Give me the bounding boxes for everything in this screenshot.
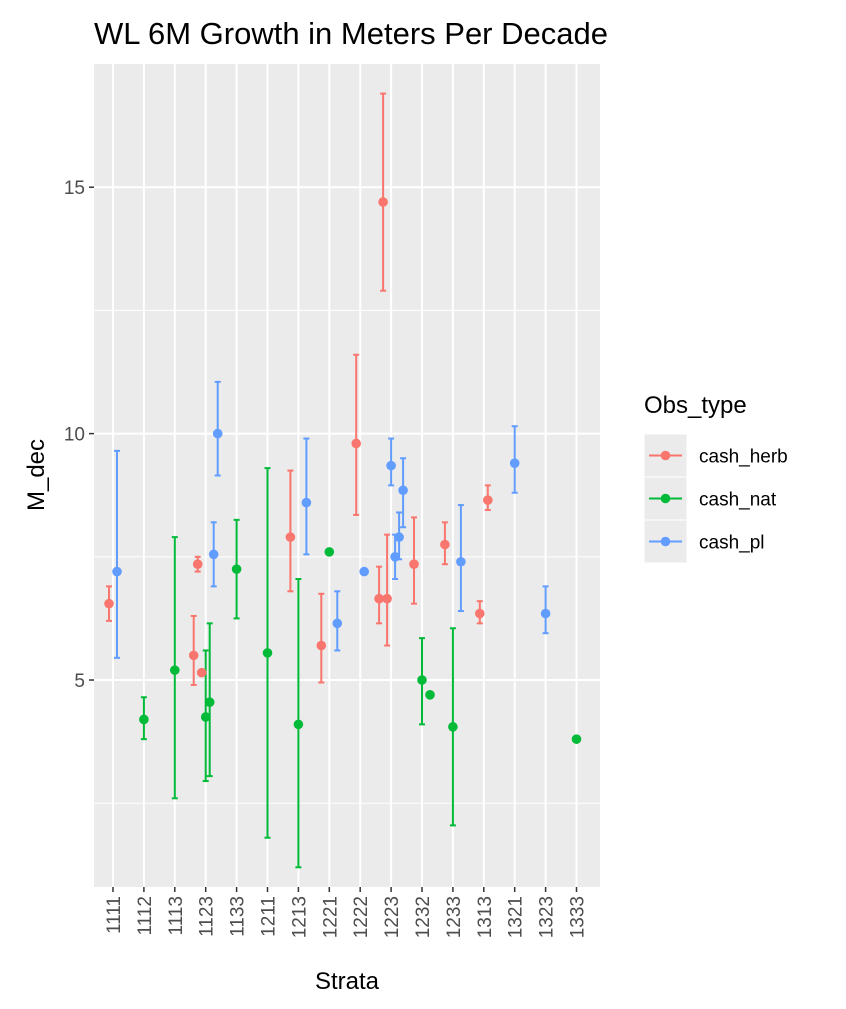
data-point-cash_herb xyxy=(316,640,327,651)
data-point-cash_herb xyxy=(483,495,493,505)
data-point-cash_herb xyxy=(285,532,296,542)
data-point-cash_pl xyxy=(509,458,520,468)
data-point-cash_herb xyxy=(409,559,419,570)
data-point-cash_herb xyxy=(104,598,114,609)
data-point-cash_nat xyxy=(204,697,215,707)
x-tick-label: 1133 xyxy=(228,896,249,937)
x-axis-title: Strata xyxy=(315,968,380,995)
data-point-cash_pl xyxy=(212,428,223,439)
data-point-cash_herb xyxy=(351,438,362,449)
x-tick-label: 1333 xyxy=(568,896,589,938)
legend-item-cash_nat: cash_nat xyxy=(643,476,777,521)
x-tick-label: 1213 xyxy=(289,896,310,938)
y-tick-label: 5 xyxy=(74,671,85,692)
data-point-cash_herb xyxy=(382,593,392,604)
x-tick-label: 1123 xyxy=(197,896,218,937)
data-point-cash_pl xyxy=(386,460,396,471)
data-point-cash_nat xyxy=(571,734,582,744)
y-axis: 5 10 15 xyxy=(64,178,94,692)
legend-label: cash_pl xyxy=(699,533,765,554)
data-point-cash_pl xyxy=(456,556,466,567)
x-tick-label: 1113 xyxy=(166,896,187,935)
legend-item-cash_pl: cash_pl xyxy=(643,519,765,564)
data-point-cash_nat xyxy=(170,665,180,675)
data-point-cash_pl xyxy=(359,566,370,577)
data-point-cash_pl xyxy=(540,608,551,619)
x-tick-label: 1223 xyxy=(382,896,403,938)
data-point-cash_nat xyxy=(231,564,242,574)
data-point-cash_pl xyxy=(398,485,408,496)
data-point-cash_pl xyxy=(390,552,400,562)
data-point-cash_herb xyxy=(374,593,384,604)
x-tick-label: 1323 xyxy=(537,896,558,938)
y-tick-label: 10 xyxy=(64,425,85,446)
grid xyxy=(94,64,600,887)
legend-key-point xyxy=(660,536,671,547)
data-point-cash_nat xyxy=(139,714,149,725)
data-point-cash_herb xyxy=(378,197,388,207)
data-point-cash_nat xyxy=(448,722,458,732)
data-point-cash_pl xyxy=(332,618,343,629)
legend-key-point xyxy=(660,450,671,461)
x-tick-label: 1232 xyxy=(413,896,434,938)
data-point-cash_pl xyxy=(394,532,404,542)
x-tick-label: 1111 xyxy=(104,896,125,934)
data-point-cash_herb xyxy=(188,650,199,661)
data-point-cash_herb xyxy=(475,608,485,619)
legend-label: cash_herb xyxy=(699,447,788,468)
data-point-cash_pl xyxy=(301,497,312,508)
x-tick-label: 1211 xyxy=(259,896,280,937)
legend: Obs_type cash_herb cash_nat cash_pl xyxy=(643,392,788,564)
data-point-cash_nat xyxy=(417,675,427,685)
x-tick-label: 1222 xyxy=(351,896,372,938)
data-point-cash_pl xyxy=(208,549,219,560)
legend-item-cash_herb: cash_herb xyxy=(643,433,788,478)
data-point-cash_nat xyxy=(262,648,273,658)
data-points xyxy=(104,197,582,744)
data-point-cash_herb xyxy=(440,539,450,550)
x-tick-label: 1112 xyxy=(135,896,156,935)
y-tick-label: 15 xyxy=(64,178,85,199)
legend-key-point xyxy=(660,493,671,504)
data-point-cash_pl xyxy=(112,566,122,577)
x-axis: 1111 1112 1113 1123 1133 1211 1213 1221 1222 1223… xyxy=(104,887,589,938)
x-tick-label: 1321 xyxy=(506,896,527,938)
x-tick-label: 1233 xyxy=(444,896,465,938)
y-axis-title: M_dec xyxy=(23,439,50,511)
data-point-cash_nat xyxy=(293,719,304,730)
error-bars xyxy=(106,92,549,869)
legend-label: cash_nat xyxy=(699,490,777,511)
data-point-cash_nat xyxy=(200,712,211,722)
x-tick-label: 1313 xyxy=(475,896,496,938)
legend-title: Obs_type xyxy=(644,392,747,419)
x-tick-label: 1221 xyxy=(320,896,341,938)
data-point-cash_herb xyxy=(192,559,203,570)
data-point-cash_herb xyxy=(196,667,207,678)
chart-title: WL 6M Growth in Meters Per Decade xyxy=(94,16,608,51)
data-point-cash_nat xyxy=(425,690,435,700)
data-point-cash_nat xyxy=(324,547,335,557)
